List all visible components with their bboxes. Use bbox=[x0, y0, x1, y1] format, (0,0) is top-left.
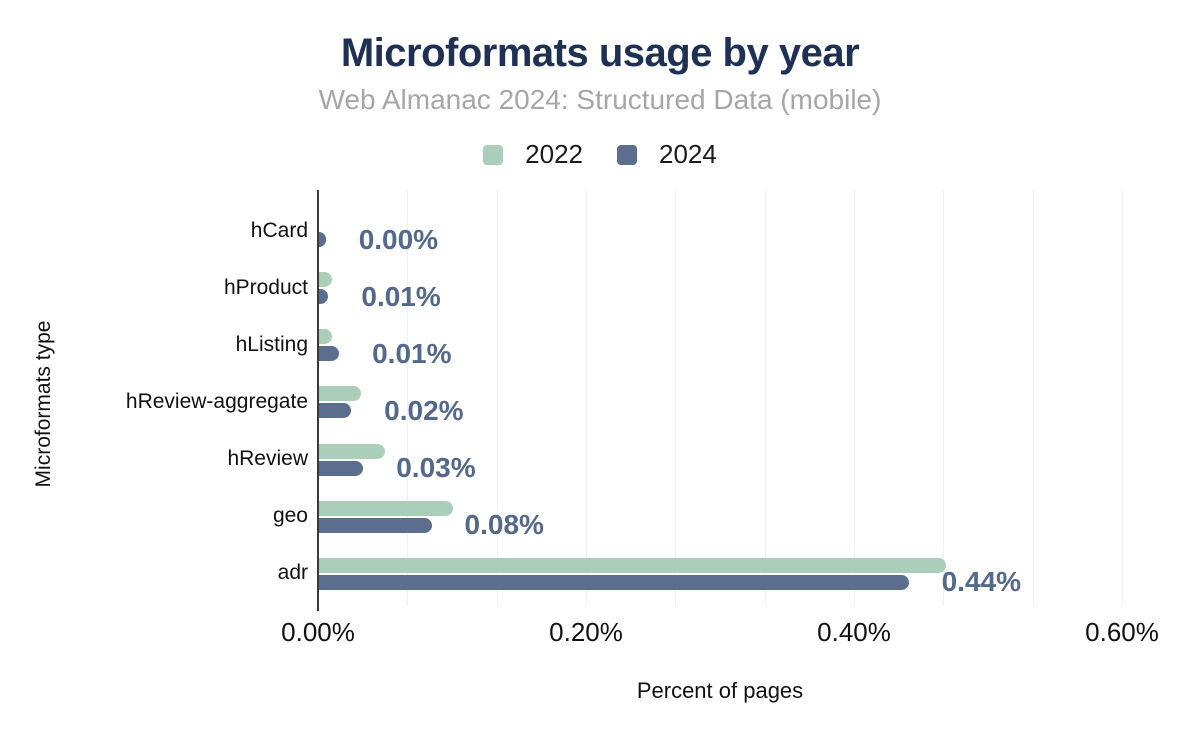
category-label-adr: adr bbox=[277, 561, 308, 585]
legend-swatch-2024 bbox=[617, 144, 637, 165]
bar-2024-hProduct bbox=[319, 289, 329, 305]
legend-label: 2024 bbox=[659, 139, 717, 169]
data-label-hReview-aggregate: 0.02% bbox=[384, 394, 464, 426]
legend: 2022 2024 bbox=[0, 139, 1200, 170]
data-label-adr: 0.44% bbox=[941, 566, 1021, 598]
bar-2024-hReview bbox=[319, 460, 364, 476]
x-tick-0.60%: 0.60% bbox=[1085, 617, 1159, 647]
bar-2022-hListing bbox=[319, 329, 333, 345]
bar-2022-hProduct bbox=[319, 272, 333, 288]
gridline bbox=[854, 190, 855, 605]
legend-item-2022: 2022 bbox=[483, 139, 583, 170]
category-label-hListing: hListing bbox=[235, 332, 308, 356]
data-label-hProduct: 0.01% bbox=[361, 280, 441, 312]
category-label-hReview-aggregate: hReview-aggregate bbox=[125, 389, 308, 413]
chart-subtitle: Web Almanac 2024: Structured Data (mobil… bbox=[318, 84, 882, 115]
x-tick-0.00%: 0.00% bbox=[281, 617, 355, 647]
bar-2024-geo bbox=[319, 517, 432, 533]
data-label-geo: 0.08% bbox=[464, 509, 544, 541]
gridline bbox=[1122, 190, 1123, 605]
legend-item-2024: 2024 bbox=[617, 139, 717, 170]
category-label-hReview: hReview bbox=[227, 447, 308, 471]
bar-2024-hReview-aggregate bbox=[319, 403, 352, 419]
category-label-hCard: hCard bbox=[250, 218, 308, 242]
legend-label: 2022 bbox=[525, 139, 583, 169]
gridline bbox=[1032, 190, 1034, 605]
bar-2022-geo bbox=[319, 500, 453, 516]
chart-title: Microformats usage by year bbox=[340, 31, 860, 75]
y-axis-line bbox=[317, 190, 319, 611]
bar-2024-hCard bbox=[319, 232, 326, 247]
data-label-hReview: 0.03% bbox=[396, 452, 476, 484]
gridline bbox=[496, 190, 498, 605]
bar-2022-hReview bbox=[319, 443, 385, 459]
x-axis-title: Percent of pages bbox=[636, 678, 804, 703]
y-axis-title: Microformats type bbox=[32, 320, 55, 488]
gridline bbox=[764, 190, 766, 605]
data-label-hCard: 0.00% bbox=[358, 223, 439, 255]
gridline bbox=[586, 190, 587, 605]
bar-2024-adr bbox=[319, 574, 909, 590]
gridline bbox=[675, 190, 677, 605]
bar-2022-hReview-aggregate bbox=[319, 386, 361, 402]
bar-2024-hListing bbox=[319, 346, 340, 362]
gridline bbox=[943, 190, 945, 605]
legend-swatch-2022 bbox=[483, 144, 504, 165]
x-tick-0.40%: 0.40% bbox=[817, 617, 891, 647]
bar-2022-adr bbox=[319, 557, 947, 573]
category-label-hProduct: hProduct bbox=[223, 275, 308, 299]
gridline bbox=[407, 190, 409, 605]
x-tick-0.20%: 0.20% bbox=[549, 617, 623, 647]
category-label-geo: geo bbox=[272, 504, 308, 528]
data-label-hListing: 0.01% bbox=[372, 337, 452, 369]
